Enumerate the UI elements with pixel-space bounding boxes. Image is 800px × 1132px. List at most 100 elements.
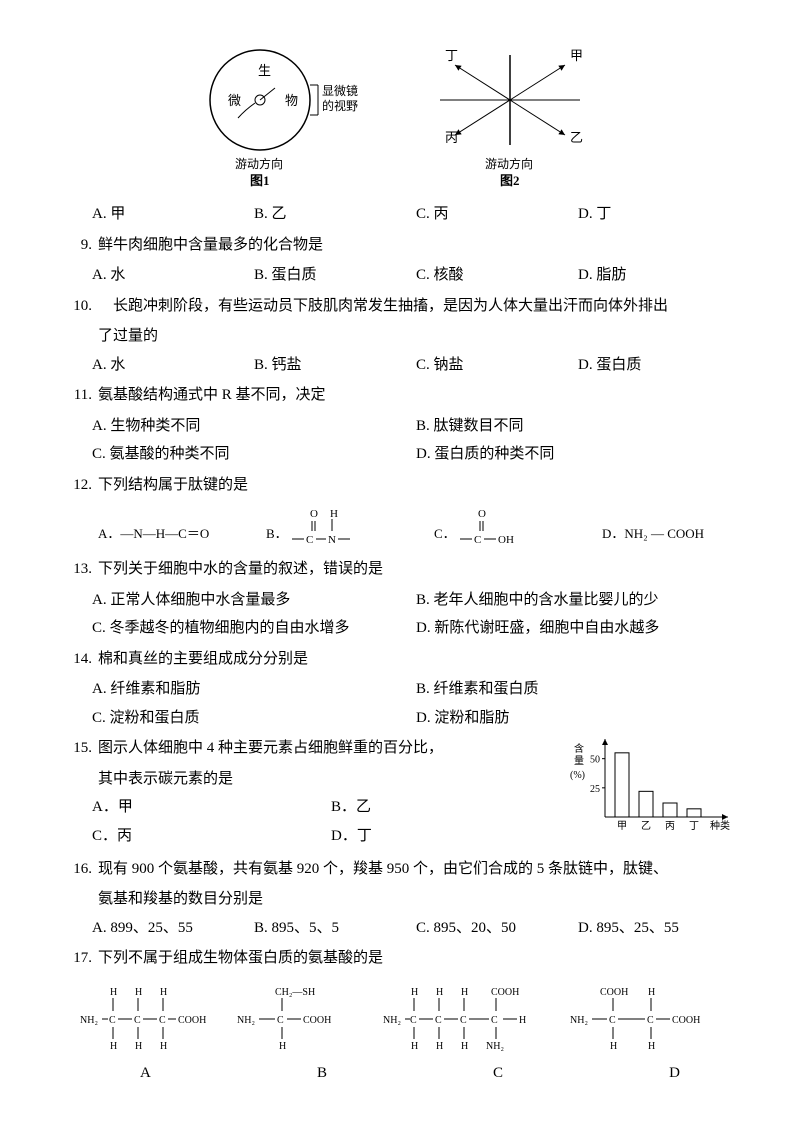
- svg-text:甲: 甲: [617, 821, 627, 832]
- q11-options-1: A. 生物种类不同 B. 肽键数目不同: [60, 412, 740, 441]
- q11: 11. 氨基酸结构通式中 R 基不同，决定: [60, 381, 740, 410]
- q-text: 图示人体细胞中 4 种主要元素占细胞鲜重的百分比，: [98, 734, 570, 763]
- svg-text:图1: 图1: [250, 173, 270, 188]
- q-number: 10.: [60, 292, 98, 321]
- svg-text:C: C: [159, 1015, 166, 1026]
- svg-text:NH₂: NH₂: [570, 1015, 588, 1026]
- opt-b: B. 肽键数目不同: [416, 412, 740, 441]
- svg-text:H: H: [519, 1015, 526, 1026]
- q-text: 长跑冲刺阶段，有些运动员下肢肌肉常发生抽搐，是因为人体大量出汗而向体外排出: [98, 292, 740, 321]
- svg-text:游动方向: 游动方向: [235, 156, 283, 171]
- svg-text:C: C: [306, 534, 313, 546]
- opt-d: D. 蛋白质: [578, 351, 740, 380]
- svg-text:H: H: [135, 987, 142, 998]
- svg-text:H: H: [135, 1041, 142, 1052]
- opt-a: A. 生物种类不同: [92, 412, 416, 441]
- opt-b: B. 钙盐: [254, 351, 416, 380]
- opt-c: C. 895、20、50: [416, 914, 578, 943]
- q-number: 12.: [60, 471, 98, 500]
- svg-text:丁: 丁: [689, 821, 699, 832]
- svg-text:O: O: [478, 508, 486, 520]
- opt-c: C. 淀粉和蛋白质: [92, 704, 416, 733]
- svg-text:NH₂: NH₂: [486, 1041, 504, 1052]
- svg-text:COOH: COOH: [491, 987, 519, 998]
- svg-text:(%): (%): [570, 770, 585, 781]
- opt-b: B. 蛋白质: [254, 261, 416, 290]
- amino-b: CH₂—SH NH₂ C COOH H: [237, 983, 367, 1053]
- opt-d: D. 新陈代谢旺盛，细胞中自由水越多: [416, 614, 740, 643]
- svg-text:H: H: [110, 987, 117, 998]
- opt-a: A. 纤维素和脂肪: [92, 675, 416, 704]
- svg-text:H: H: [461, 987, 468, 998]
- q-text: 氨基酸结构通式中 R 基不同，决定: [98, 381, 740, 410]
- q-text: 棉和真丝的主要组成成分分别是: [98, 645, 740, 674]
- svg-text:微: 微: [228, 93, 241, 108]
- svg-text:25: 25: [590, 784, 600, 795]
- opt-a: A. 正常人体细胞中水含量最多: [92, 586, 416, 615]
- q-number: 9.: [60, 231, 98, 260]
- q17-labels: A B C D: [60, 1059, 740, 1088]
- q13: 13. 下列关于细胞中水的含量的叙述，错误的是: [60, 555, 740, 584]
- svg-text:C: C: [609, 1015, 616, 1026]
- q-number: 13.: [60, 555, 98, 584]
- svg-text:C: C: [410, 1015, 417, 1026]
- svg-text:NH₂: NH₂: [237, 1015, 255, 1026]
- q15-line2: 其中表示碳元素的是: [60, 765, 570, 794]
- q10: 10. 长跑冲刺阶段，有些运动员下肢肌肉常发生抽搐，是因为人体大量出汗而向体外排…: [60, 292, 740, 321]
- opt-c: C． O C OH: [434, 507, 572, 547]
- svg-text:H: H: [436, 987, 443, 998]
- figure-1: 生 微 物 显微镜 的视野 游动方向 图1: [190, 40, 370, 190]
- svg-text:显微镜: 显微镜: [322, 83, 358, 98]
- q15: 15. 图示人体细胞中 4 种主要元素占细胞鲜重的百分比， 其中表示碳元素的是 …: [60, 732, 740, 853]
- svg-text:H: H: [160, 987, 167, 998]
- svg-text:乙: 乙: [570, 130, 583, 145]
- svg-text:O: O: [310, 508, 318, 520]
- svg-text:生: 生: [258, 63, 271, 78]
- svg-text:H: H: [411, 1041, 418, 1052]
- svg-text:C: C: [647, 1015, 654, 1026]
- svg-text:丁: 丁: [445, 48, 458, 63]
- svg-text:H: H: [461, 1041, 468, 1052]
- opt-a: A. 899、25、55: [92, 914, 254, 943]
- amino-c: H H H COOH NH₂ C C C C H H H H NH₂: [383, 983, 553, 1053]
- figure-2: 丁 甲 乙 丙 游动方向 图2: [410, 40, 610, 190]
- opt-a: A．甲: [92, 793, 331, 822]
- svg-text:C: C: [134, 1015, 141, 1026]
- q17: 17. 下列不属于组成生物体蛋白质的氨基酸的是: [60, 944, 740, 973]
- opt-b: B. 895、5、5: [254, 914, 416, 943]
- q16: 16. 现有 900 个氨基酸，共有氨基 920 个，羧基 950 个，由它们合…: [60, 855, 740, 884]
- opt-a: A. 甲: [92, 200, 254, 229]
- svg-text:NH₂: NH₂: [80, 1015, 98, 1026]
- svg-text:游动方向: 游动方向: [485, 156, 533, 171]
- svg-text:C: C: [474, 534, 481, 546]
- label-d: D: [669, 1059, 680, 1088]
- q15-options-2: C．丙 D．丁: [60, 822, 570, 851]
- opt-d: D. 脂肪: [578, 261, 740, 290]
- svg-text:CH₂—SH: CH₂—SH: [275, 987, 315, 998]
- svg-text:50: 50: [590, 755, 600, 766]
- q16-options: A. 899、25、55 B. 895、5、5 C. 895、20、50 D. …: [60, 914, 740, 943]
- svg-text:丙: 丙: [445, 130, 458, 145]
- svg-text:H: H: [648, 987, 655, 998]
- q14-options-1: A. 纤维素和脂肪 B. 纤维素和蛋白质: [60, 675, 740, 704]
- q15-options-1: A．甲 B．乙: [60, 793, 570, 822]
- svg-text:丙: 丙: [665, 821, 675, 832]
- opt-c: C. 核酸: [416, 261, 578, 290]
- q8-options: A. 甲 B. 乙 C. 丙 D. 丁: [60, 200, 740, 229]
- opt-c: C. 氨基酸的种类不同: [92, 440, 416, 469]
- q-number: 11.: [60, 381, 98, 410]
- q-number: 15.: [60, 734, 98, 763]
- q13-options-2: C. 冬季越冬的植物细胞内的自由水增多 D. 新陈代谢旺盛，细胞中自由水越多: [60, 614, 740, 643]
- opt-b: B. 纤维素和蛋白质: [416, 675, 740, 704]
- svg-text:N: N: [328, 534, 336, 546]
- opt-b: B． O H C N: [266, 507, 404, 547]
- svg-text:COOH: COOH: [303, 1015, 331, 1026]
- opt-c: C. 冬季越冬的植物细胞内的自由水增多: [92, 614, 416, 643]
- svg-text:的视野: 的视野: [322, 98, 358, 113]
- opt-d: D. 895、25、55: [578, 914, 740, 943]
- svg-text:C: C: [491, 1015, 498, 1026]
- opt-a: A. 水: [92, 261, 254, 290]
- q11-options-2: C. 氨基酸的种类不同 D. 蛋白质的种类不同: [60, 440, 740, 469]
- svg-text:H: H: [411, 987, 418, 998]
- svg-text:NH₂: NH₂: [383, 1015, 401, 1026]
